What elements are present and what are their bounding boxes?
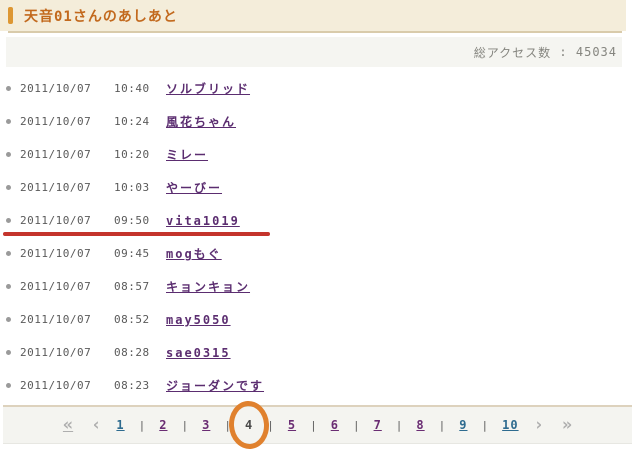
bullet-icon	[6, 350, 11, 355]
pager-separator: |	[267, 418, 274, 432]
entry-user-link[interactable]: mogもぐ	[166, 247, 222, 261]
entry-user-link[interactable]: vita1019	[166, 213, 240, 228]
pager-page-link[interactable]: 3	[202, 418, 211, 432]
list-item: 2011/10/07 10:20 ミレー	[0, 138, 640, 171]
pager-separator: |	[310, 418, 317, 432]
bullet-icon	[6, 218, 11, 223]
list-item: 2011/10/07 08:28 sae0315	[0, 336, 640, 369]
pager-separator: |	[438, 418, 446, 432]
entry-date: 2011/10/07	[20, 313, 92, 326]
entry-date: 2011/10/07	[20, 148, 92, 161]
red-underline-annotation	[3, 232, 270, 236]
entry-user-link[interactable]: ソルブリッド	[166, 82, 251, 96]
bullet-icon	[6, 185, 11, 190]
entry-user-link[interactable]: やーびー	[166, 181, 223, 195]
entry-time: 10:20	[114, 148, 150, 161]
entry-time: 09:45	[114, 247, 150, 260]
page-title: 天音01さんのあしあと	[24, 8, 178, 25]
entry-time: 10:40	[114, 82, 150, 95]
pager-page-link[interactable]: 8	[416, 418, 425, 432]
pager-separator: |	[395, 418, 403, 432]
pager-first-button[interactable]: «	[62, 414, 74, 435]
bullet-icon	[6, 317, 11, 322]
pagination-bar: «‹ 1 | 2 | 3 | 4 | 5 | 6 | 7 | 8 | 9 | 10 ›»	[3, 399, 632, 450]
bullet-icon	[6, 383, 11, 388]
pager-page-link[interactable]: 9	[459, 418, 468, 432]
entry-date: 2011/10/07	[20, 82, 92, 95]
list-item: 2011/10/07 08:57 キョンキョン	[0, 270, 640, 303]
entry-date: 2011/10/07	[20, 379, 92, 392]
bullet-icon	[6, 152, 11, 157]
pager-next-button[interactable]: ›	[533, 414, 544, 435]
pager-page-link[interactable]: 7	[373, 418, 382, 432]
entry-date: 2011/10/07	[20, 181, 92, 194]
entry-time: 08:57	[114, 280, 150, 293]
access-count-value: 45034	[575, 45, 617, 59]
orange-circle-annotation	[227, 399, 271, 450]
entry-time: 09:50	[114, 214, 150, 227]
bullet-icon	[6, 119, 11, 124]
pager-separator: |	[352, 418, 360, 432]
header-divider	[8, 31, 622, 33]
entry-date: 2011/10/07	[20, 214, 92, 227]
entry-date: 2011/10/07	[20, 115, 92, 128]
bullet-icon	[6, 284, 11, 289]
pager-current-page: 4	[227, 399, 271, 450]
list-item: 2011/10/07 09:45 mogもぐ	[0, 237, 640, 270]
entry-time: 08:23	[114, 379, 150, 392]
list-item: 2011/10/07 10:24 風花ちゃん	[0, 105, 640, 138]
entry-user-link[interactable]: キョンキョン	[166, 280, 251, 294]
list-item: 2011/10/07 08:23 ジョーダンです	[0, 369, 640, 402]
list-item: 2011/10/07 08:52 may5050	[0, 303, 640, 336]
list-item: 2011/10/07 10:40 ソルブリッド	[0, 72, 640, 105]
entry-time: 08:52	[114, 313, 150, 326]
entry-user-link[interactable]: may5050	[166, 312, 231, 327]
entry-time: 10:24	[114, 115, 150, 128]
pager-separator: |	[224, 418, 231, 432]
entry-date: 2011/10/07	[20, 247, 92, 260]
header-accent-bar	[8, 7, 13, 24]
pager-separator: |	[481, 418, 489, 432]
access-stats-bar: 総アクセス数 : 45034	[6, 37, 622, 67]
list-item: 2011/10/07 10:03 やーびー	[0, 171, 640, 204]
entry-user-link[interactable]: ジョーダンです	[166, 379, 265, 393]
page-header: 天音01さんのあしあと	[0, 0, 626, 31]
entry-date: 2011/10/07	[20, 346, 92, 359]
pager-page-link[interactable]: 1	[116, 418, 125, 432]
pager-page-link[interactable]: 2	[159, 418, 168, 432]
entry-time: 10:03	[114, 181, 150, 194]
bullet-icon	[6, 86, 11, 91]
pager-page-link[interactable]: 5	[287, 418, 297, 432]
pager-page-link[interactable]: 10	[502, 418, 519, 432]
pager-page-link[interactable]: 6	[330, 418, 339, 432]
entry-date: 2011/10/07	[20, 280, 92, 293]
access-count-label: 総アクセス数	[473, 45, 552, 60]
pager-prev-button[interactable]: ‹	[91, 414, 102, 435]
pager-separator: |	[138, 418, 146, 432]
access-count-separator: :	[551, 45, 576, 59]
list-item: 2011/10/07 09:50 vita1019	[0, 204, 640, 237]
entry-time: 08:28	[114, 346, 150, 359]
entry-user-link[interactable]: ミレー	[166, 148, 209, 162]
pager-last-button[interactable]: »	[561, 414, 573, 435]
bullet-icon	[6, 251, 11, 256]
footprint-list: 2011/10/07 10:40 ソルブリッド 2011/10/07 10:24 風花ちゃ…	[0, 72, 640, 402]
entry-user-link[interactable]: sae0315	[166, 345, 231, 360]
entry-user-link[interactable]: 風花ちゃん	[166, 115, 237, 129]
pager-separator: |	[181, 418, 189, 432]
